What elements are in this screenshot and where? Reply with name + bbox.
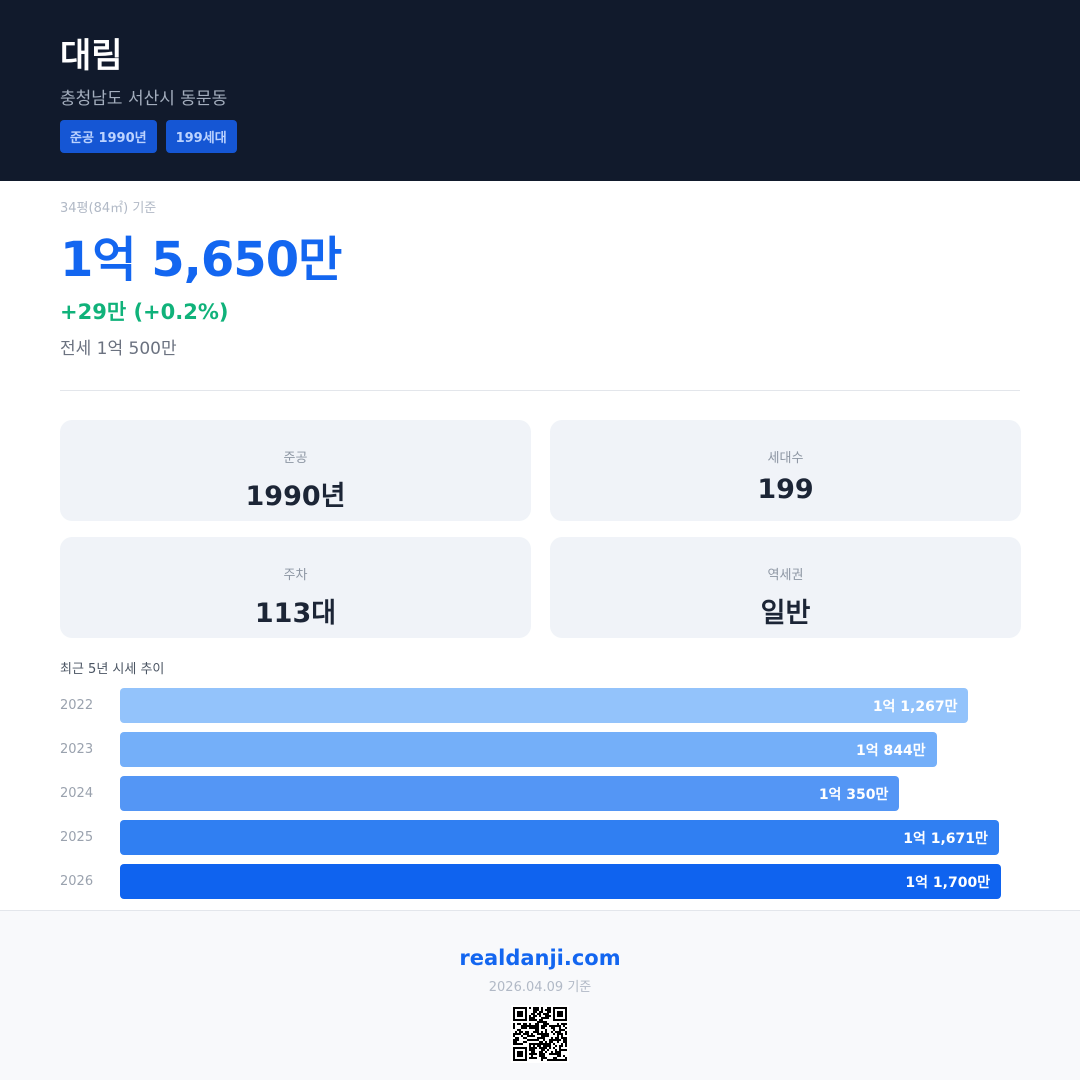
bar: 1억 1,671만 [120, 820, 999, 855]
bar-value-label: 1억 1,267만 [872, 698, 958, 715]
card-label: 주차 [283, 568, 308, 583]
data-date: 2026.04.09 기준 [488, 980, 592, 995]
bar: 1억 1,267만 [120, 688, 969, 723]
bar-row: 2024 1억 350만 [60, 776, 1020, 811]
card-built: 준공 1990년 [60, 420, 531, 521]
bar-value-label: 1억 350만 [818, 786, 889, 803]
price-value: 1억 5,650만 [60, 232, 342, 288]
card-label: 준공 [283, 451, 308, 466]
card-parking: 주차 113대 [60, 537, 531, 638]
divider [60, 390, 1020, 391]
price-trend-chart: 2022 1억 1,267만 2023 1억 844만 2024 1억 350만 2025 1… [60, 688, 1020, 908]
bar-row: 2026 1억 1,700만 [60, 864, 1020, 899]
year-label: 2023 [60, 742, 94, 757]
card-households: 세대수 199 [550, 420, 1021, 521]
card-label: 역세권 [767, 568, 804, 583]
address: 충청남도 서산시 동문동 [60, 89, 228, 109]
bar-row: 2023 1억 844만 [60, 732, 1020, 767]
jeonse-price: 전세 1억 500만 [60, 339, 177, 359]
price-section: 34평(84㎡) 기준 1억 5,650만 +29만 (+0.2%) 전세 1억… [60, 197, 1020, 359]
bar-row: 2022 1억 1,267만 [60, 688, 1020, 723]
card-value: 1990년 [245, 481, 346, 512]
bar-value-label: 1억 1,671만 [903, 830, 988, 847]
bar: 1억 350만 [120, 776, 900, 811]
qr-code [511, 1005, 569, 1063]
price-basis: 34평(84㎡) 기준 [60, 201, 157, 216]
card-value: 199 [757, 474, 814, 505]
year-label: 2025 [60, 830, 94, 845]
price-change: +29만 (+0.2%) [60, 300, 229, 324]
bar-row: 2025 1억 1,671만 [60, 820, 1020, 855]
card-value: 일반 [760, 598, 811, 629]
complex-title: 대림 [60, 36, 123, 76]
card-value: 113대 [254, 598, 337, 629]
year-label: 2022 [60, 698, 94, 713]
badge-built-year: 준공 1990년 [60, 120, 157, 153]
year-label: 2024 [60, 786, 94, 801]
year-label: 2026 [60, 874, 94, 889]
bar-value-label: 1억 844만 [856, 742, 926, 759]
header: 대림 충청남도 서산시 동문동 준공 1990년 199세대 [0, 0, 1080, 181]
site-link[interactable]: realdanji.com [459, 946, 621, 970]
chart-title: 최근 5년 시세 추이 [60, 662, 165, 677]
bar: 1억 1,700만 [120, 864, 1002, 899]
card-label: 세대수 [767, 451, 804, 466]
badge-households: 199세대 [165, 120, 237, 153]
bar-value-label: 1억 1,700만 [905, 874, 991, 891]
footer: realdanji.com 2026.04.09 기준 [0, 910, 1080, 1080]
bar: 1억 844만 [120, 732, 937, 767]
